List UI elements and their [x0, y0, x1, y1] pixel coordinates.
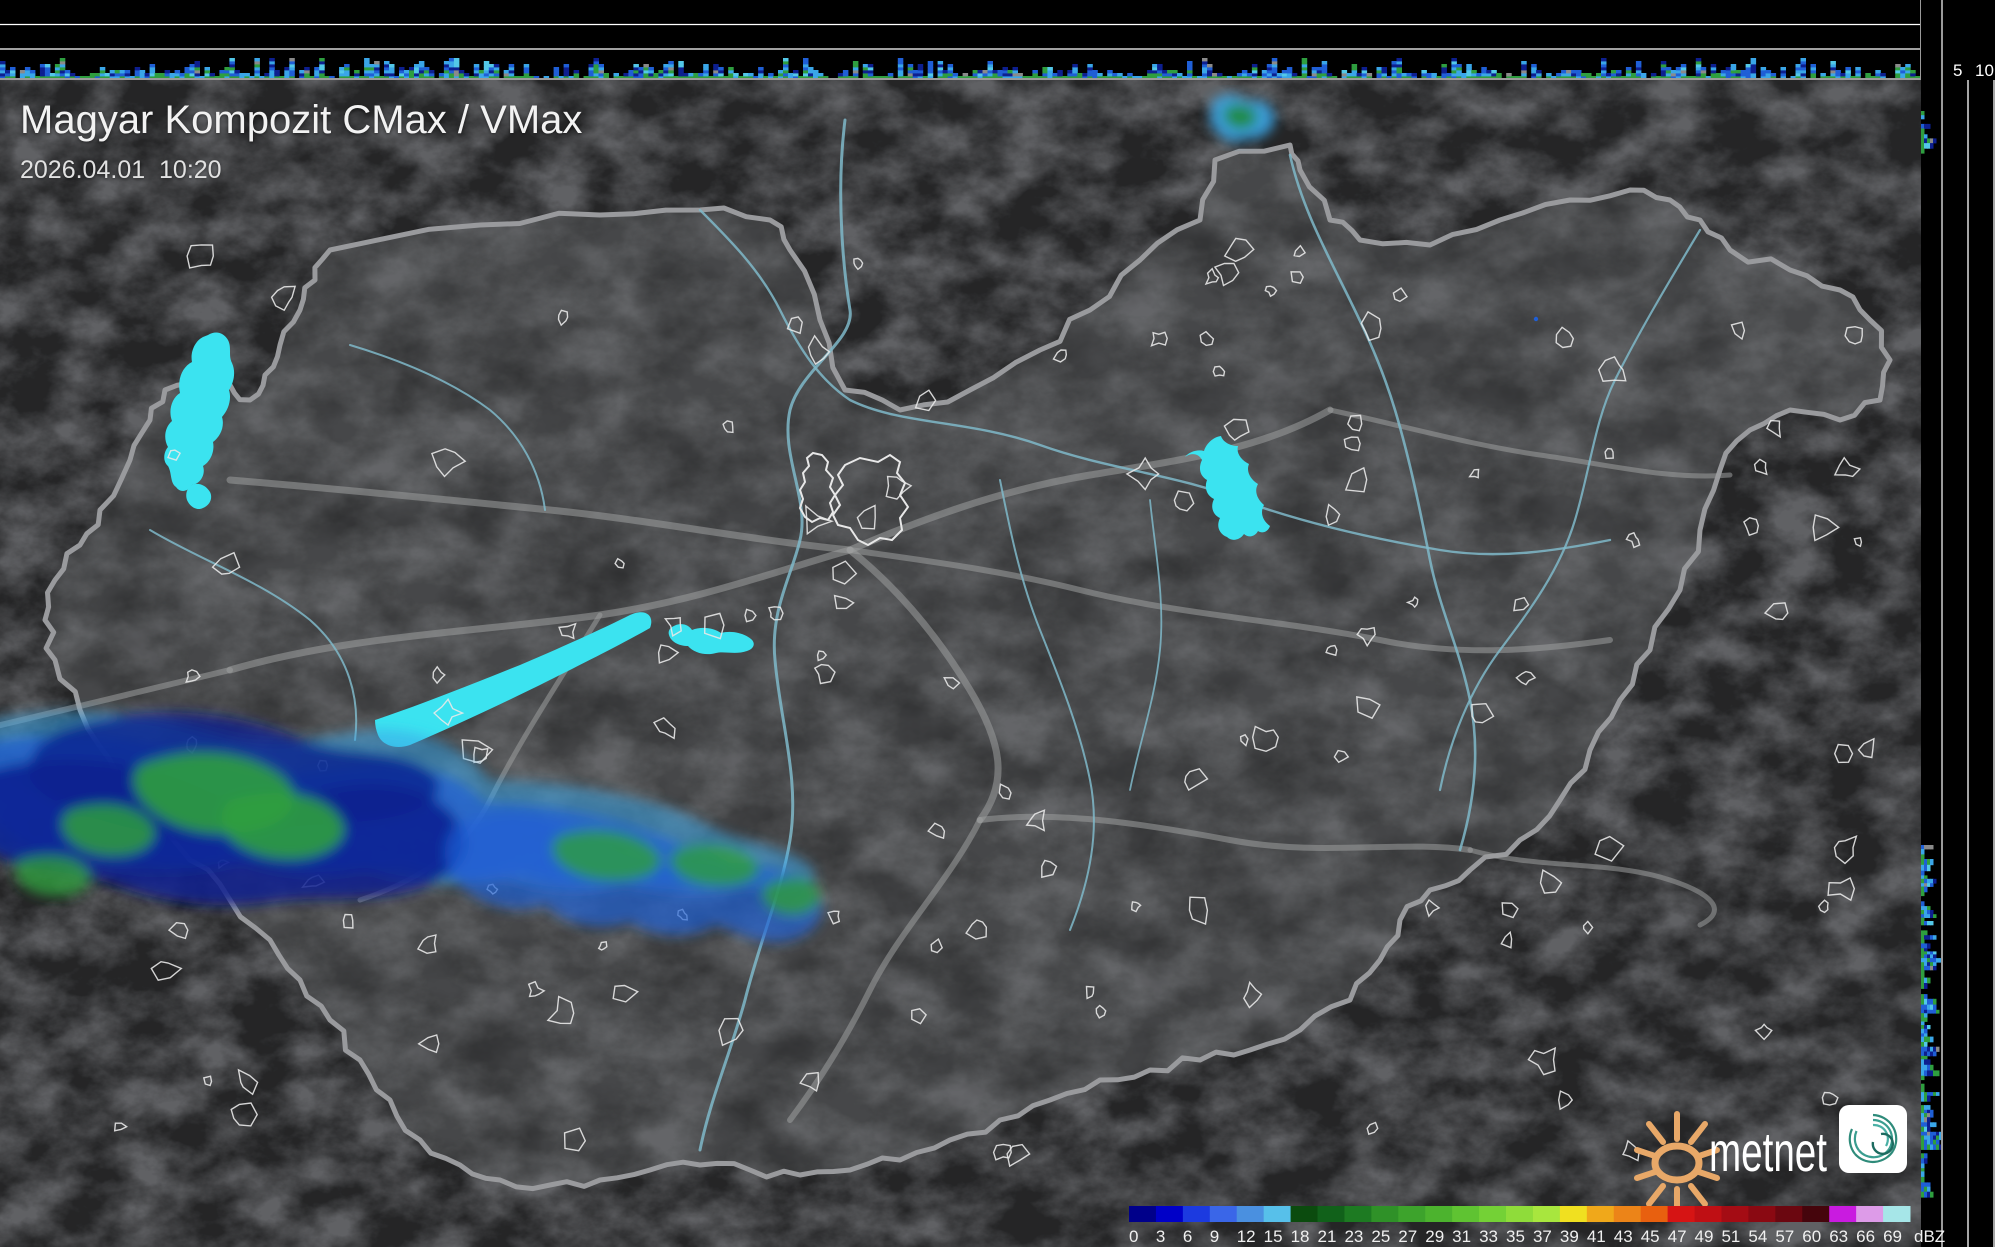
svg-text:60: 60: [1802, 1227, 1821, 1246]
svg-text:41: 41: [1587, 1227, 1606, 1246]
svg-text:5: 5: [1953, 61, 1962, 80]
svg-text:18: 18: [1291, 1227, 1310, 1246]
svg-text:12: 12: [1237, 1227, 1256, 1246]
svg-text:9: 9: [1210, 1227, 1219, 1246]
svg-text:47: 47: [1668, 1227, 1687, 1246]
svg-text:54: 54: [1748, 1227, 1767, 1246]
svg-text:31: 31: [1452, 1227, 1471, 1246]
svg-text:49: 49: [1695, 1227, 1714, 1246]
svg-text:63: 63: [1829, 1227, 1848, 1246]
svg-text:51: 51: [1721, 1227, 1740, 1246]
svg-text:37: 37: [1533, 1227, 1552, 1246]
svg-text:15: 15: [1264, 1227, 1283, 1246]
svg-text:metnet: metnet: [1709, 1120, 1827, 1183]
svg-text:21: 21: [1318, 1227, 1337, 1246]
svg-text:33: 33: [1479, 1227, 1498, 1246]
svg-text:29: 29: [1425, 1227, 1444, 1246]
svg-text:3: 3: [1156, 1227, 1165, 1246]
svg-text:69: 69: [1883, 1227, 1902, 1246]
svg-text:6: 6: [1183, 1227, 1192, 1246]
svg-text:57: 57: [1775, 1227, 1794, 1246]
svg-text:45: 45: [1641, 1227, 1660, 1246]
svg-text:27: 27: [1398, 1227, 1417, 1246]
svg-text:39: 39: [1560, 1227, 1579, 1246]
svg-text:0: 0: [1129, 1227, 1138, 1246]
svg-text:35: 35: [1506, 1227, 1525, 1246]
svg-text:66: 66: [1856, 1227, 1875, 1246]
svg-text:dBZ: dBZ: [1914, 1227, 1945, 1246]
svg-text:10: 10: [1975, 61, 1994, 80]
svg-text:43: 43: [1614, 1227, 1633, 1246]
svg-text:25: 25: [1371, 1227, 1390, 1246]
svg-text:23: 23: [1344, 1227, 1363, 1246]
